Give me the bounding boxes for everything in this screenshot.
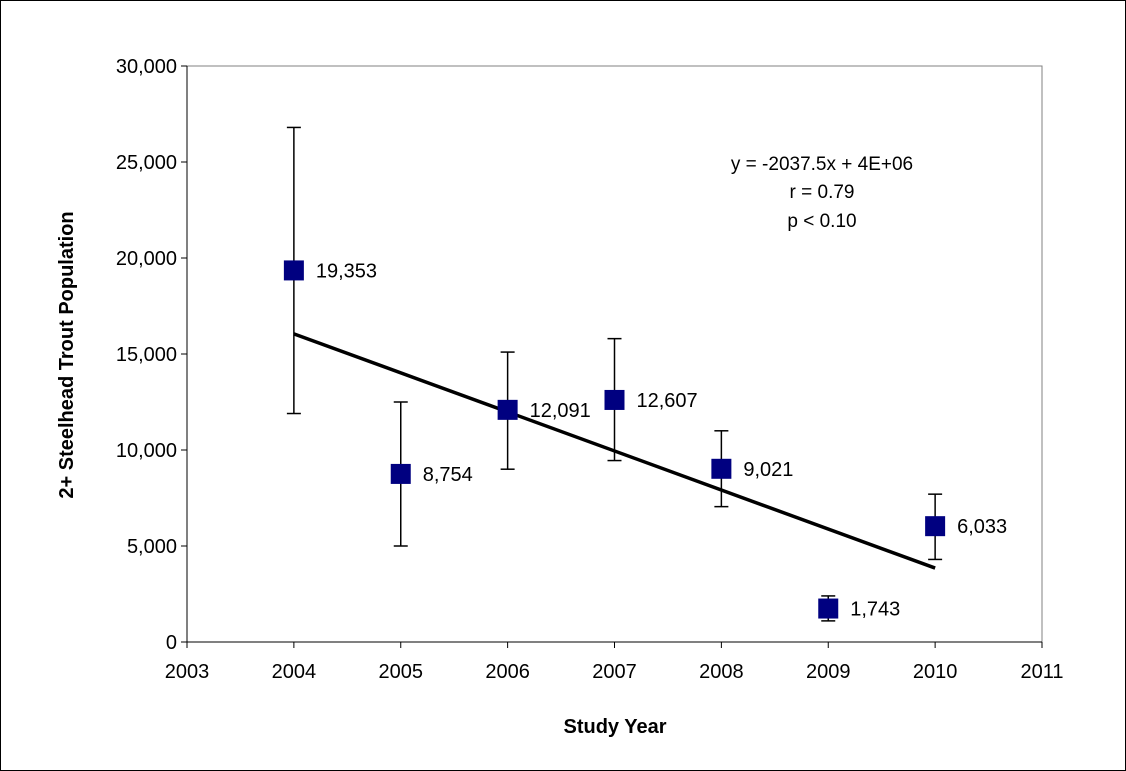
data-label: 8,754 xyxy=(423,464,473,486)
y-tick-label: 20,000 xyxy=(116,248,177,270)
data-label: 9,021 xyxy=(743,459,793,481)
data-points xyxy=(283,260,946,619)
axes: 0 5,000 10,000 15,000 20,000 25,000 30,000 2003… xyxy=(116,56,1064,683)
trendline-equation: y = -2037.5x + 4E+06 xyxy=(731,154,913,175)
data-point xyxy=(283,260,304,281)
y-tick-label: 30,000 xyxy=(116,56,177,78)
x-tick-label: 2005 xyxy=(379,661,424,683)
y-tick-label: 25,000 xyxy=(116,152,177,174)
data-point xyxy=(497,399,518,420)
data-point xyxy=(818,598,839,619)
y-tick-label: 5,000 xyxy=(127,536,177,558)
x-tick-label: 2008 xyxy=(699,661,744,683)
x-tick-label: 2009 xyxy=(806,661,851,683)
y-tick-label: 15,000 xyxy=(116,344,177,366)
x-tick-label: 2003 xyxy=(165,661,210,683)
data-label: 6,033 xyxy=(957,516,1007,538)
data-label: 12,091 xyxy=(530,400,591,422)
x-tick-label: 2004 xyxy=(272,661,317,683)
data-label: 1,743 xyxy=(850,599,900,621)
x-axis-title: Study Year xyxy=(563,716,666,738)
x-tick-label: 2011 xyxy=(1020,661,1063,683)
x-tick-label: 2010 xyxy=(913,661,958,683)
data-point xyxy=(925,516,946,537)
data-point xyxy=(390,463,411,484)
y-tick-label: 0 xyxy=(166,632,177,654)
data-label: 19,353 xyxy=(316,260,377,282)
data-point xyxy=(604,389,625,410)
y-axis-title: 2+ Steelhead Trout Population xyxy=(56,211,78,498)
x-tick-label: 2006 xyxy=(485,661,530,683)
y-tick-label: 10,000 xyxy=(116,440,177,462)
x-tick-label: 2007 xyxy=(592,661,637,683)
data-labels: 19,353 8,754 12,091 12,607 9,021 1,743 6,033 xyxy=(316,260,1007,620)
data-label: 12,607 xyxy=(637,390,698,412)
trendline-r-value: r = 0.79 xyxy=(790,182,855,203)
data-point xyxy=(711,458,732,479)
trendline-p-value: p < 0.10 xyxy=(787,211,856,232)
